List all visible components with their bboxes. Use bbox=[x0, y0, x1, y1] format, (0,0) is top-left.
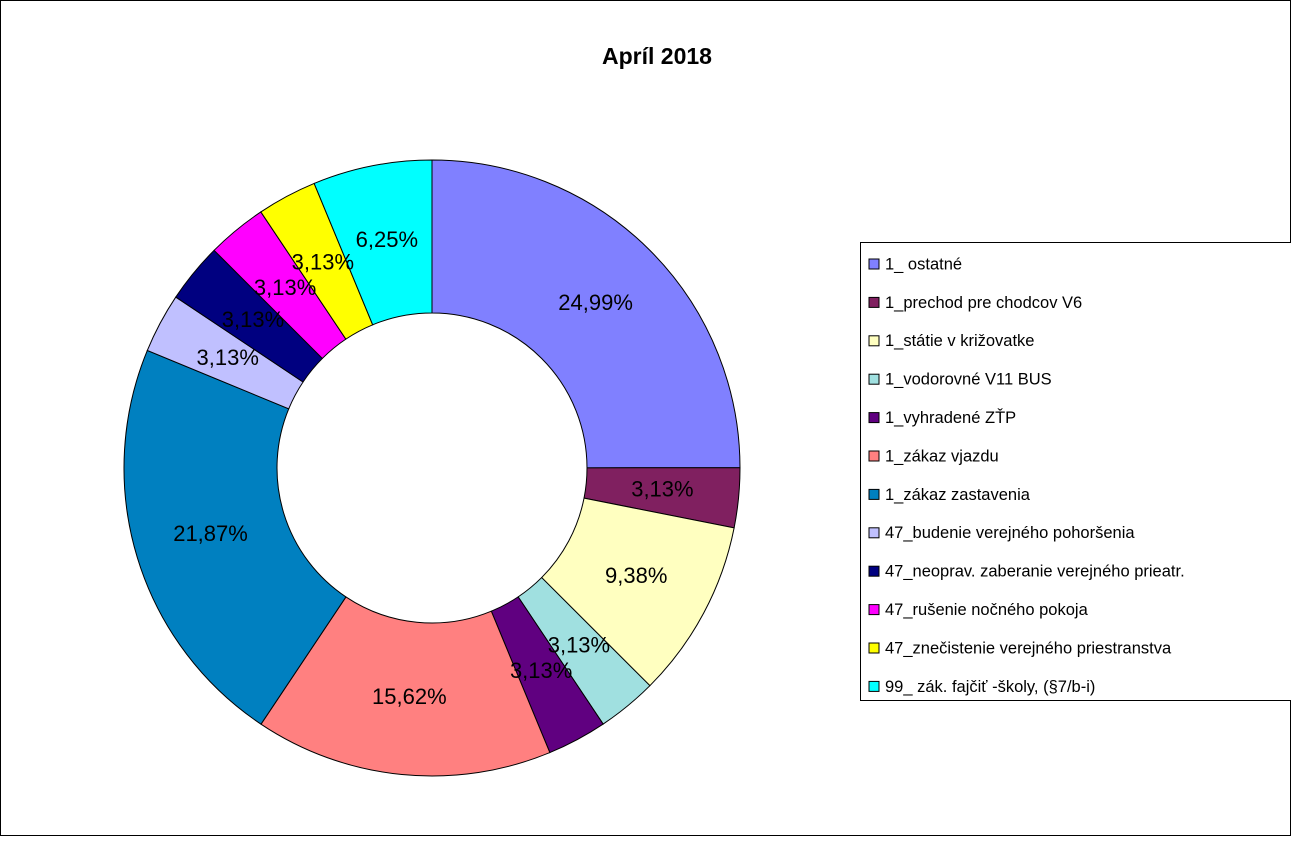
legend-label: 47_znečistenie verejného priestranstva bbox=[885, 639, 1172, 657]
legend-swatch bbox=[869, 297, 879, 307]
legend-swatch bbox=[869, 605, 879, 615]
legend-label: 47_rušenie nočného pokoja bbox=[885, 601, 1089, 619]
data-label: 24,99% bbox=[558, 290, 633, 315]
legend-label: 1_prechod pre chodcov V6 bbox=[885, 294, 1082, 312]
legend-swatch bbox=[869, 451, 879, 461]
data-label: 21,87% bbox=[173, 521, 248, 546]
legend-swatch bbox=[869, 259, 879, 269]
data-label: 3,13% bbox=[197, 345, 259, 370]
data-label: 3,13% bbox=[222, 307, 284, 332]
legend-swatch bbox=[869, 681, 879, 691]
data-label: 9,38% bbox=[605, 563, 667, 588]
legend-label: 1_zákaz vjazdu bbox=[885, 447, 999, 465]
legend-swatch bbox=[869, 528, 879, 538]
legend-label: 1_vodorovné V11 BUS bbox=[885, 371, 1052, 389]
legend-swatch bbox=[869, 643, 879, 653]
data-label: 15,62% bbox=[372, 684, 447, 709]
legend-swatch bbox=[869, 374, 879, 384]
chart-title: Apríl 2018 bbox=[602, 43, 712, 69]
data-label: 3,13% bbox=[548, 633, 610, 658]
legend-swatch bbox=[869, 336, 879, 346]
data-label: 3,13% bbox=[292, 250, 354, 275]
legend-swatch bbox=[869, 489, 879, 499]
data-label: 6,25% bbox=[356, 227, 418, 252]
legend-label: 47_neoprav. zaberanie verejného prieatr. bbox=[885, 563, 1185, 581]
legend-label: 1_vyhradené ZŤP bbox=[885, 408, 1016, 427]
legend-swatch bbox=[869, 413, 879, 423]
data-label: 3,13% bbox=[510, 658, 572, 683]
legend-label: 1_ ostatné bbox=[885, 255, 962, 273]
legend-label: 99_ zák. fajčiť -školy, (§7/b-i) bbox=[885, 678, 1095, 696]
legend-swatch bbox=[869, 566, 879, 576]
data-label: 3,13% bbox=[254, 275, 316, 300]
legend-label: 47_budenie verejného pohoršenia bbox=[885, 524, 1135, 542]
legend-label: 1_státie v križovatke bbox=[885, 332, 1034, 350]
data-label: 3,13% bbox=[631, 476, 693, 501]
legend-label: 1_zákaz zastavenia bbox=[885, 486, 1031, 504]
